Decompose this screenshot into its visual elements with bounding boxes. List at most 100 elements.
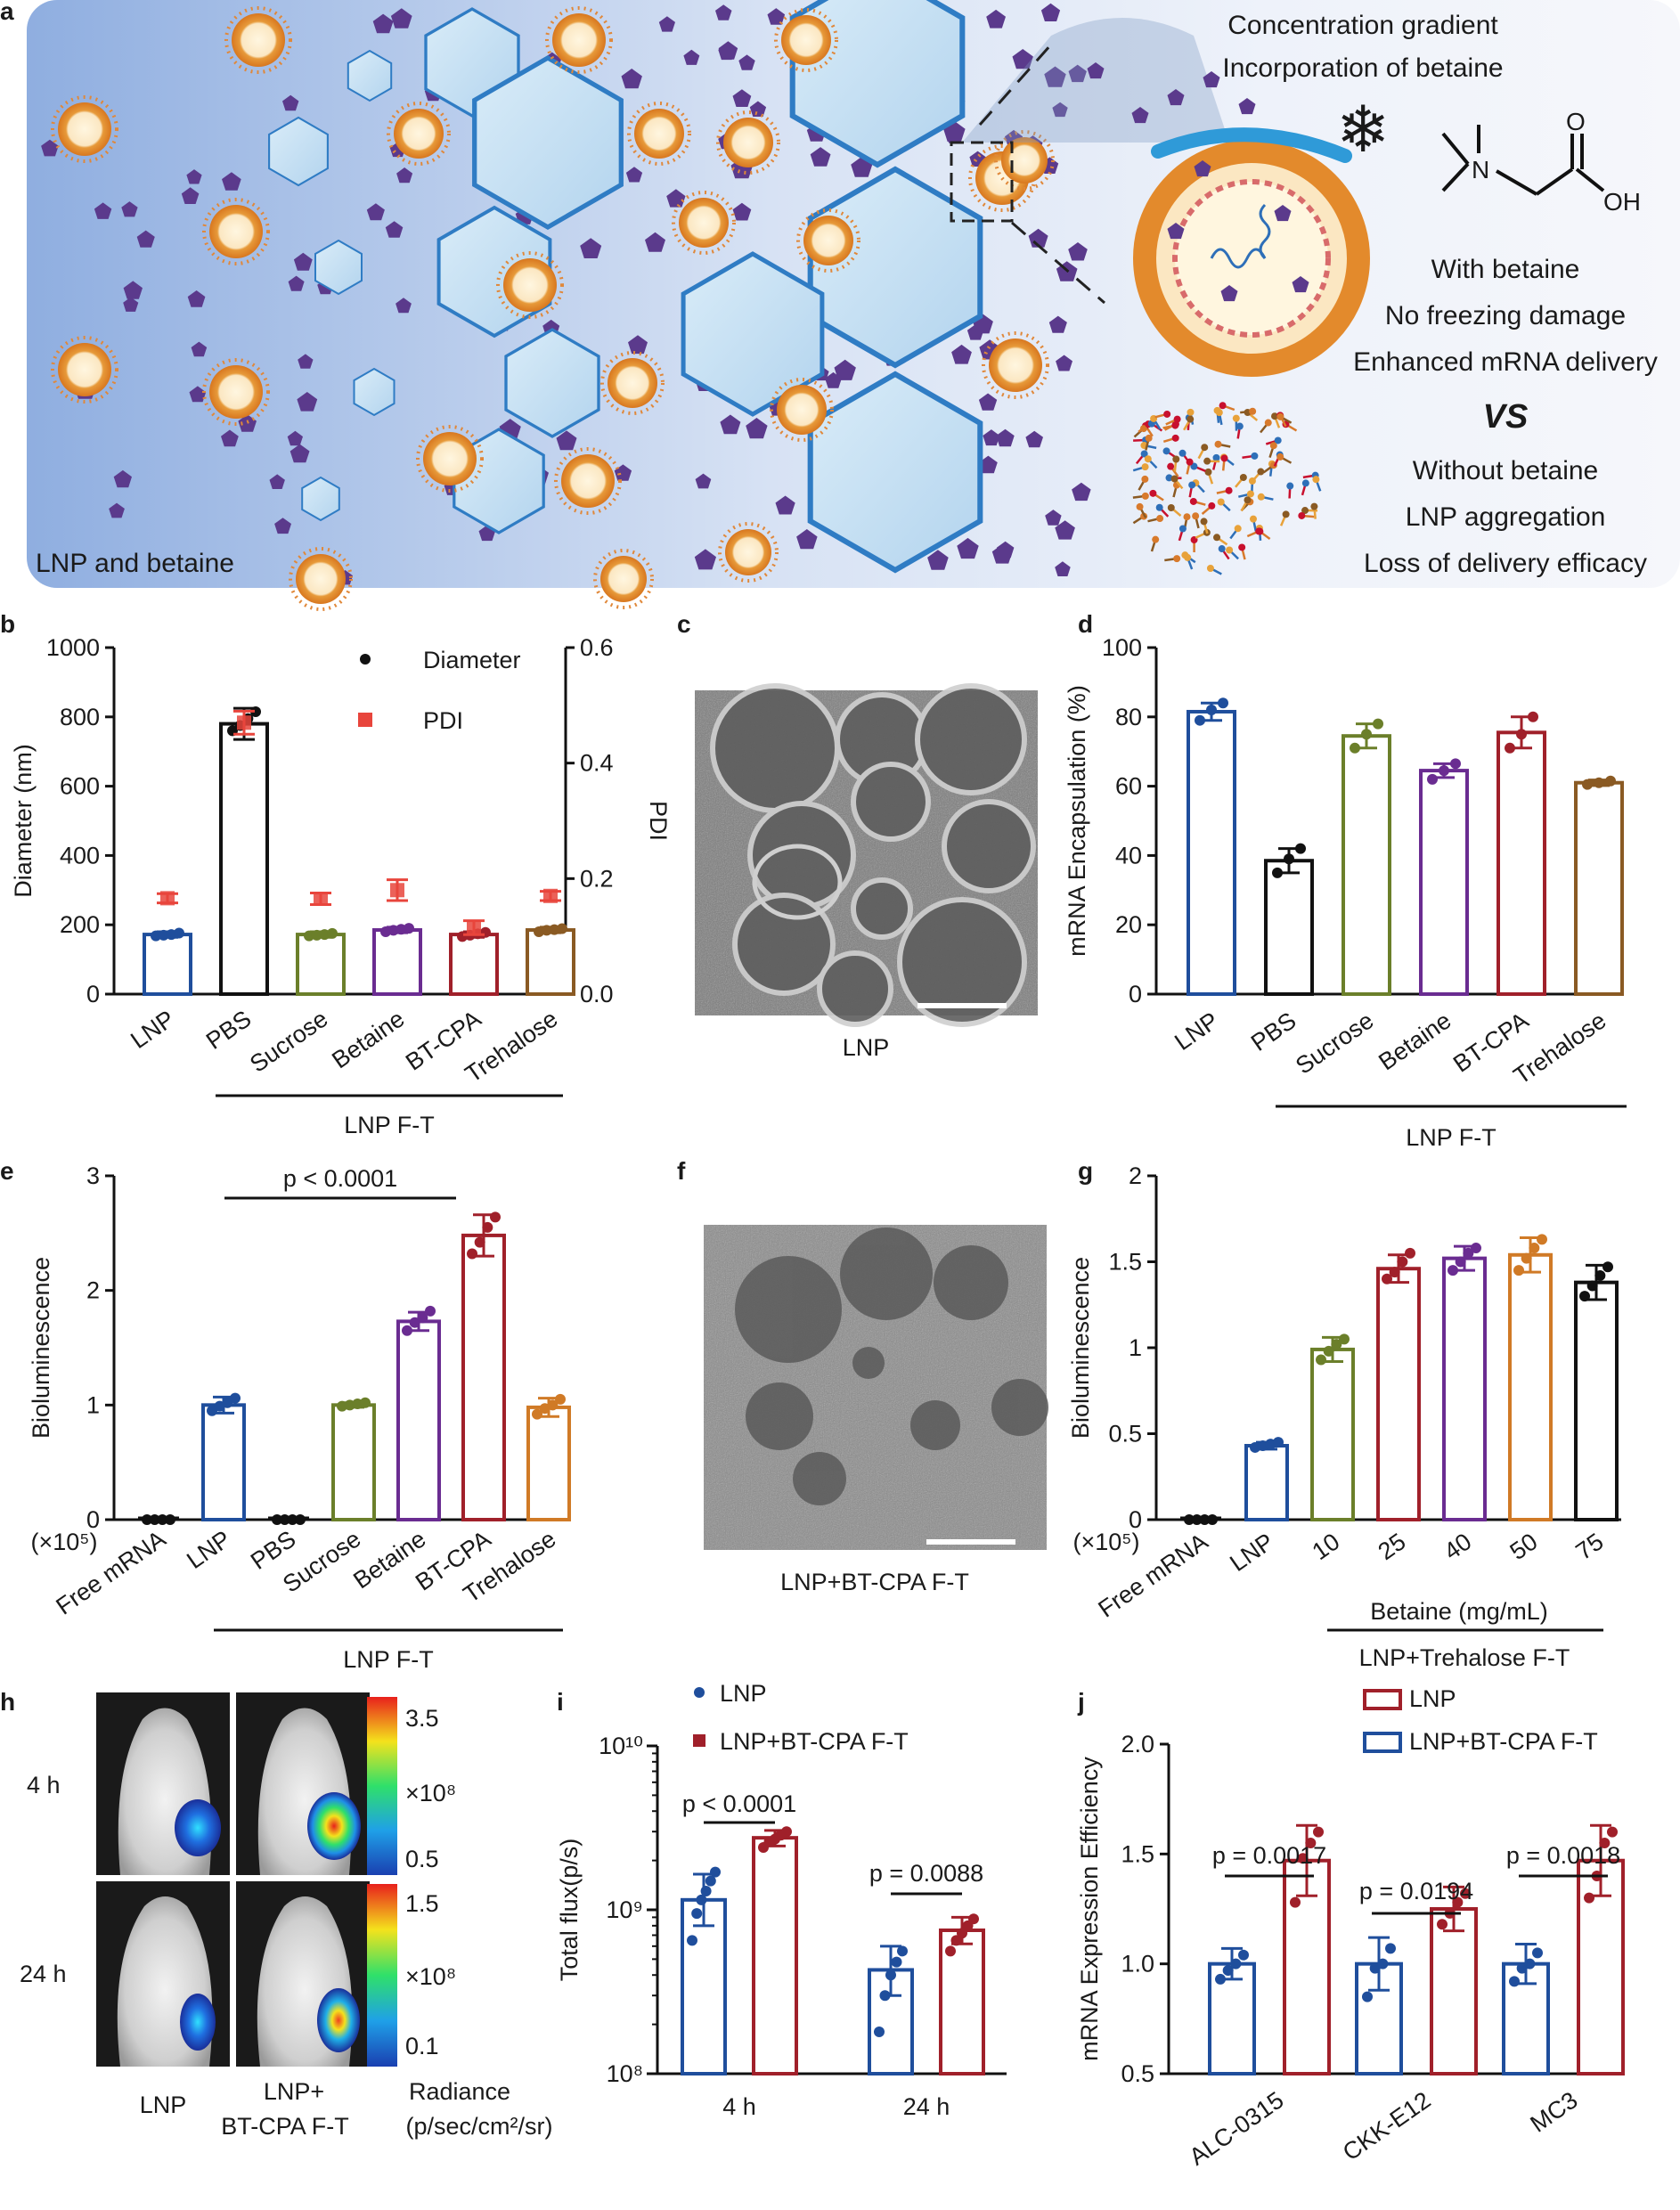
x-tick-label: Betaine [327, 1005, 409, 1073]
lipid-head [1232, 414, 1240, 422]
panel-f-caption: LNP+BT-CPA F-T [780, 1569, 969, 1595]
betaine-pentagon [720, 414, 741, 435]
data-point [1471, 1243, 1481, 1254]
group-label: LNP F-T [344, 1112, 435, 1138]
lipid-head [1239, 473, 1247, 481]
y-tick-label: 400 [60, 842, 100, 869]
betaine-pentagon [136, 230, 155, 248]
betaine-pentagon [366, 203, 385, 221]
lipid-head [1238, 543, 1246, 551]
data-point [1313, 1826, 1324, 1838]
pdi-point [543, 888, 558, 903]
betaine-pentagon [580, 238, 602, 258]
panel-c-micrograph: LNP [695, 683, 1038, 1061]
betaine-pentagon [738, 54, 755, 70]
lnp-corona [593, 549, 654, 609]
bar [201, 1403, 246, 1522]
betaine-pentagon [396, 298, 412, 314]
x-tick-label: LNP [182, 1525, 235, 1574]
betaine-pentagon [1167, 223, 1185, 240]
y-tick-label: 1.5 [1121, 1840, 1154, 1867]
lnp-corona [796, 208, 860, 273]
y-axis-label: mRNA Expression Efficiency [1076, 1757, 1103, 2061]
legend-pdi: PDI [423, 707, 463, 734]
data-point [250, 705, 261, 717]
lipid-head [1165, 474, 1173, 482]
y-tick-label: 10⁹ [606, 1896, 643, 1923]
lipid-head [1212, 453, 1220, 461]
betaine-pentagon [123, 281, 143, 299]
betaine-pentagon [1131, 107, 1149, 124]
p-value-label: p < 0.0001 [283, 1165, 397, 1192]
betaine-pentagon [957, 537, 979, 559]
data-point [1385, 1943, 1396, 1954]
colorbar-4h [367, 1697, 397, 1875]
betaine-pentagon [181, 187, 200, 204]
legend-lnp: LNP [720, 1680, 767, 1707]
data-point [1230, 1958, 1242, 1969]
data-point [151, 930, 161, 942]
lipid-head [1251, 452, 1259, 460]
lipid-head [1152, 535, 1160, 543]
pdi-point [467, 920, 481, 935]
x-tick-label: LNP [126, 1005, 179, 1054]
y-axis-label: Bioluminescence [1067, 1257, 1094, 1439]
y-tick-label: 0.5 [1121, 2060, 1154, 2087]
betaine-pentagon [269, 474, 285, 489]
data-point [1273, 1437, 1284, 1448]
y-scale-note: (×10⁵) [31, 1529, 98, 1555]
y-tick-label: 60 [1115, 773, 1142, 800]
svg-text:0.1: 0.1 [405, 2033, 439, 2059]
lipid-head [1282, 510, 1290, 518]
lnp-core [58, 102, 111, 156]
y-tick-label: 1000 [46, 634, 100, 661]
betaine-pentagon [288, 275, 305, 291]
panel-label-h: h [0, 1688, 15, 1716]
legend-btcpa: LNP+BT-CPA F-T [720, 1728, 909, 1755]
legend-marker-lnp [1363, 1689, 1402, 1710]
svg-text:0.5: 0.5 [405, 1846, 439, 1872]
lnp-core [423, 432, 477, 485]
data-point [1323, 1345, 1334, 1357]
betaine-pentagon [1274, 205, 1292, 222]
scale-bar [917, 1003, 1007, 1008]
betaine-pentagon [1194, 160, 1211, 177]
bar [461, 1233, 506, 1521]
lnp-core [600, 556, 647, 602]
betaine-pentagon [187, 290, 206, 307]
lipid-head [1171, 421, 1179, 429]
x-tick-label: MC3 [1526, 2086, 1583, 2137]
legend-marker-btcpa [1363, 1732, 1402, 1753]
signal-24h-lnp [180, 1994, 216, 2051]
data-point [1206, 705, 1217, 716]
betaine-pentagon [293, 252, 313, 271]
bar [1342, 734, 1391, 996]
panel-f-micrograph: LNP+BT-CPA F-T [704, 1225, 1048, 1595]
panel-label-d: d [1078, 610, 1093, 638]
data-point [1427, 773, 1438, 785]
x-tick-label: 4 h [722, 2093, 756, 2120]
data-point [1463, 1247, 1474, 1259]
lipid-head [1156, 515, 1164, 523]
lipid-head [1189, 497, 1197, 505]
betaine-pentagon [113, 469, 132, 488]
x-tick-label: Sucrose [245, 1005, 332, 1077]
data-point [1195, 714, 1205, 726]
bar [1310, 1347, 1355, 1522]
y-tick-label: 80 [1115, 704, 1142, 730]
lipid-head [1219, 402, 1227, 410]
data-point [1509, 1976, 1520, 1987]
panel-h-imaging: 3.5 ×10⁸ 0.5 1.5 ×10⁸ 0.1 4 h 24 h LNP L… [20, 1692, 553, 2140]
betaine-pentagon [767, 8, 786, 25]
betaine-pentagon [732, 89, 752, 107]
betaine-pentagon [94, 202, 112, 219]
data-point [474, 1236, 485, 1248]
betaine-structure [1441, 125, 1605, 196]
lnp-corona [774, 8, 838, 72]
ice-hexagon [314, 239, 363, 296]
y-tick-label: 2 [1129, 1162, 1142, 1189]
betaine-pentagon [775, 495, 795, 515]
lnp-core [552, 13, 606, 67]
lnp-core [209, 205, 263, 258]
data-point [1528, 711, 1538, 722]
